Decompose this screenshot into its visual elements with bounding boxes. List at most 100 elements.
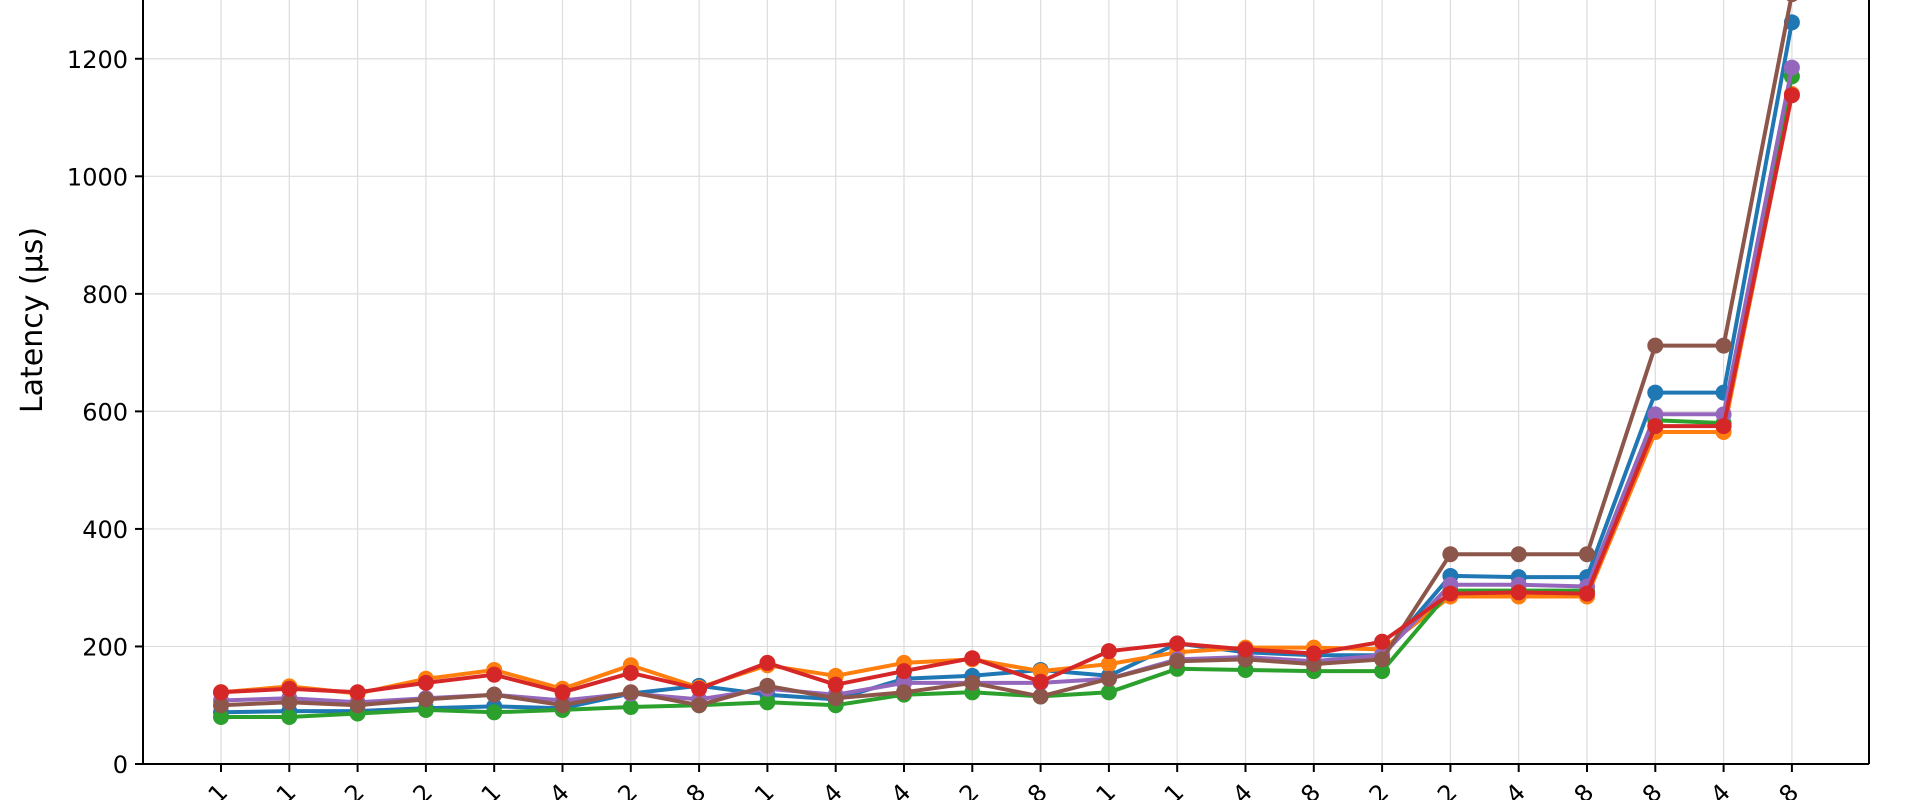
data-point [1374, 633, 1391, 650]
data-point [827, 676, 844, 693]
data-point [554, 684, 571, 701]
y-axis-label: Latency (µs) [15, 227, 50, 413]
data-point [417, 674, 434, 691]
series-6 [213, 87, 1800, 701]
x-tick-label: 1 [271, 778, 302, 800]
data-point [1647, 337, 1664, 354]
data-point [1100, 684, 1117, 701]
data-point [349, 684, 366, 701]
series-3 [213, 68, 1800, 725]
y-tick-label: 400 [82, 516, 128, 544]
x-tick-label: 4 [1227, 778, 1258, 800]
data-point [759, 654, 776, 671]
data-point [691, 680, 708, 697]
y-tick-label: 800 [82, 281, 128, 309]
data-point [486, 686, 503, 703]
x-tick-label: 1 [749, 778, 780, 800]
data-point [1374, 651, 1391, 668]
data-point [486, 704, 503, 721]
series-line [220, 0, 1793, 708]
data-point [964, 674, 981, 691]
data-point [622, 684, 639, 701]
data-point [349, 697, 366, 714]
data-point [213, 684, 229, 701]
data-point [622, 698, 639, 715]
y-axis-ticks: 0 200 400 600 800 1000 1200 [67, 46, 143, 779]
series-line [220, 21, 1794, 715]
data-point [1715, 337, 1732, 354]
data-point [1510, 584, 1527, 601]
x-tick-label: 2 [612, 778, 643, 800]
y-tick-label: 1000 [67, 163, 128, 191]
x-tick-label: 4 [1705, 778, 1736, 800]
data-point [691, 697, 708, 714]
data-point [1442, 546, 1459, 563]
data-point [896, 684, 912, 701]
data-point [1579, 546, 1595, 563]
series-line [220, 94, 1794, 695]
data-point [1237, 641, 1254, 658]
data-point [1032, 688, 1049, 705]
series-2 [213, 86, 1800, 702]
data-point [1169, 653, 1186, 670]
data-point [1100, 670, 1117, 687]
data-point [1783, 59, 1800, 76]
series-5 [213, 0, 1798, 714]
x-tick-label: 4 [886, 778, 917, 800]
x-tick-label: 4 [544, 778, 575, 800]
x-tick-label: 8 [1022, 778, 1053, 800]
data-point [486, 666, 503, 683]
x-tick-label: 8 [1637, 778, 1668, 800]
data-point [1510, 546, 1527, 563]
x-tick-label: 4 [817, 778, 848, 800]
data-point [213, 708, 229, 725]
x-tick-label: 8 [1774, 778, 1805, 800]
data-point [759, 694, 776, 711]
data-point [1647, 406, 1664, 423]
x-tick-label: 4 [1500, 778, 1531, 800]
series-line [221, 76, 1794, 719]
y-tick-label: 1200 [67, 46, 128, 74]
y-tick-label: 0 [113, 751, 128, 779]
series-1 [213, 14, 1800, 721]
data-point [281, 708, 298, 725]
x-tick-label: 1 [476, 778, 507, 800]
grid-lines [143, 0, 1869, 765]
data-point [1783, 87, 1800, 104]
data-point [213, 697, 229, 714]
data-point [964, 650, 981, 667]
data-point [759, 677, 776, 694]
series-layer [213, 0, 1800, 725]
data-point [1715, 418, 1732, 435]
x-tick-label: 1 [1091, 778, 1122, 800]
data-point [1100, 643, 1117, 660]
data-point [281, 694, 298, 711]
x-tick-label: 2 [339, 778, 370, 800]
x-tick-label: 1 [203, 778, 234, 800]
data-point [1786, 0, 1798, 3]
series-line [220, 67, 1794, 705]
data-point [1032, 673, 1049, 690]
x-tick-label: 8 [1569, 778, 1600, 800]
data-point [1169, 635, 1186, 652]
data-point [1305, 645, 1322, 662]
data-point [1647, 384, 1664, 401]
x-tick-label: 8 [681, 778, 712, 800]
y-tick-label: 200 [82, 633, 128, 661]
series-line [220, 93, 1794, 696]
x-tick-label: 2 [1364, 778, 1395, 800]
data-point [1579, 585, 1595, 602]
data-point [622, 664, 639, 681]
axes [142, 0, 1870, 765]
data-point [1647, 418, 1664, 435]
data-point [1100, 656, 1117, 673]
data-point [554, 697, 571, 714]
data-point [281, 680, 298, 697]
x-tick-label: 2 [954, 778, 985, 800]
x-tick-label: 2 [408, 778, 439, 800]
data-point [896, 663, 912, 680]
data-point [827, 690, 844, 707]
series-4 [213, 59, 1800, 711]
